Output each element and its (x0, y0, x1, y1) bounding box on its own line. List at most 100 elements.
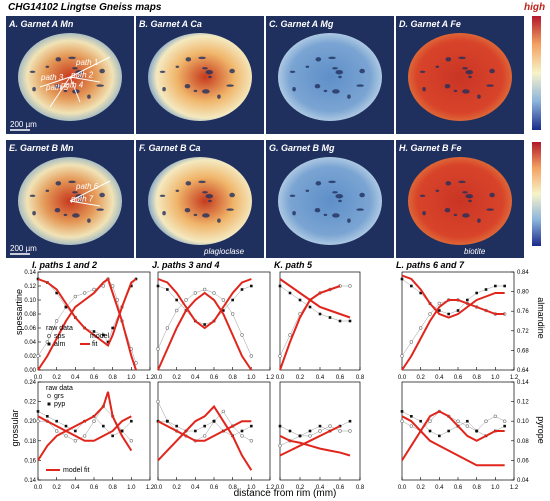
inclusion (332, 213, 340, 218)
inclusion (328, 180, 336, 184)
inclusion (55, 57, 62, 62)
path-label: path 3 (40, 73, 64, 82)
raw-point (36, 419, 40, 423)
y-tick-right-label: 0.12 (517, 400, 529, 406)
raw-point (203, 323, 206, 326)
fit-line (37, 391, 133, 461)
inclusion (489, 192, 495, 198)
x-tick-label: 1.0 (127, 375, 136, 381)
inclusion (314, 207, 321, 213)
xlabel-distance: distance from rim (mm) (234, 488, 337, 499)
x-tick-label: 0.4 (316, 375, 325, 381)
x-tick-label: 0.0 (398, 485, 407, 491)
inclusion (193, 213, 198, 217)
raw-point (92, 419, 96, 423)
inclusion (63, 89, 68, 93)
inclusion (184, 83, 191, 89)
raw-point (475, 429, 478, 433)
inclusion (29, 70, 36, 74)
x-tick-label: 0.2 (296, 375, 305, 381)
raw-point (166, 419, 169, 423)
inclusion (198, 180, 206, 184)
x-tick-label: 0.0 (34, 485, 43, 491)
raw-point (130, 284, 133, 288)
inclusion (314, 83, 321, 89)
raw-point (475, 291, 478, 295)
raw-point (55, 419, 58, 423)
legend-marker (46, 393, 52, 399)
raw-point (106, 340, 110, 344)
y-tick-right-label: 0.72 (517, 329, 529, 335)
x-tick-label: 0.6 (90, 485, 99, 491)
raw-point (130, 419, 133, 423)
fit-line (279, 435, 351, 457)
x-tick-label: 0.4 (435, 375, 444, 381)
raw-point (278, 424, 282, 428)
raw-point (175, 298, 178, 302)
inclusion (205, 194, 214, 199)
raw-point (437, 301, 442, 306)
chart-panel: J. paths 3 and 4 0.0 0.2 0.4 0.6 0.8 1.0 1.2 (152, 260, 275, 381)
inclusion (462, 191, 468, 194)
fit-line (37, 415, 132, 442)
inclusion (226, 84, 234, 87)
inclusion (55, 181, 62, 186)
x-tick-label: 1.0 (247, 375, 256, 381)
raw-point (82, 434, 87, 438)
fit-line (401, 410, 505, 461)
chart-title: L. paths 6 and 7 (396, 260, 465, 270)
raw-point (165, 326, 170, 330)
inclusion (198, 56, 206, 60)
inclusion (332, 67, 338, 70)
map-panel: A. Garnet A Mn 200 µm path 1 path 2 path 3pa… (6, 16, 134, 134)
x-tick-label: 0.8 (356, 485, 365, 491)
inclusion (468, 75, 472, 79)
raw-point (318, 429, 322, 433)
x-tick-label: 0.6 (454, 485, 463, 491)
inclusion (486, 208, 494, 211)
map-label: G. Garnet B Mg (269, 143, 335, 153)
inclusion (184, 207, 191, 213)
map-panel: E. Garnet B Mn 200 µm path 6 path 7 (6, 140, 134, 258)
raw-point (419, 419, 422, 423)
inclusion (175, 65, 180, 68)
inclusion (458, 56, 466, 60)
profile-path (69, 56, 111, 78)
x-tick-label: 0.0 (34, 375, 43, 381)
y-tick-right-label: 0.10 (517, 419, 529, 425)
colorbar-bottom (532, 142, 541, 246)
inclusion (347, 94, 351, 99)
raw-point (410, 284, 413, 288)
legend-entry: grs (54, 393, 64, 400)
legend-marker (47, 402, 51, 406)
legend-title: raw data (46, 385, 73, 392)
x-tick-label: 0.2 (416, 375, 425, 381)
raw-point (203, 424, 206, 428)
raw-point (55, 291, 58, 295)
raw-point (418, 326, 423, 330)
x-tick-label: 0.2 (416, 485, 425, 491)
inclusion (229, 192, 235, 198)
y-tick-label: 0.00 (24, 368, 36, 374)
raw-point (92, 330, 96, 333)
inclusion (72, 67, 78, 70)
x-tick-label: 0.0 (276, 485, 285, 491)
x-tick-label: 0.2 (52, 375, 61, 381)
profile-path (49, 76, 71, 108)
x-tick-label: 0.4 (191, 375, 200, 381)
ylabel-pyrope: pyrope (536, 416, 546, 444)
legend-entry: alm (54, 341, 65, 348)
fit-line (157, 291, 253, 371)
raw-point (400, 354, 404, 358)
inclusion (315, 57, 322, 62)
inclusion (202, 213, 210, 218)
x-tick-label: 0.8 (228, 485, 237, 491)
raw-point (348, 429, 352, 433)
inclusion (477, 94, 481, 99)
raw-point (288, 333, 292, 337)
inclusion (226, 208, 234, 211)
fit-line (401, 274, 505, 319)
chart-panel: 0.0 0.2 0.4 0.6 0.8 (276, 381, 365, 491)
y-tick-label: 0.22 (24, 400, 36, 406)
